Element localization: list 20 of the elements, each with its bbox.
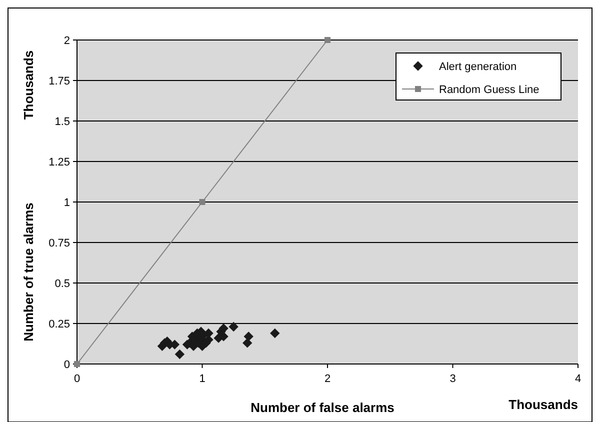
y-tick-label: 0.75 [48, 238, 70, 250]
x-axis-title: Number of false alarms [250, 400, 394, 415]
text: Thousands [21, 50, 36, 120]
y-tick-label: 1.5 [54, 116, 70, 128]
legend-label: Random Guess Line [439, 84, 540, 96]
x-tick-label: 1 [199, 373, 206, 385]
text: Thousands [508, 397, 578, 412]
y-tick-label: 1.75 [48, 76, 70, 88]
y-tick-label: 0.25 [48, 318, 70, 330]
y-tick-label: 1.25 [48, 156, 70, 168]
x-tick-label: 4 [574, 373, 582, 385]
x-tick-label: 3 [450, 373, 456, 385]
y-tick-label: 0 [64, 359, 70, 371]
y-axis-title: Number of true alarms [21, 202, 36, 342]
y-tick-label: 2 [64, 35, 70, 47]
legend-label: Alert generation [439, 61, 517, 73]
y-tick-label: 1 [64, 197, 70, 209]
y-tick-label: 0.5 [54, 278, 70, 290]
x-tick-label: 0 [74, 373, 80, 385]
x-tick-label: 2 [324, 373, 331, 385]
